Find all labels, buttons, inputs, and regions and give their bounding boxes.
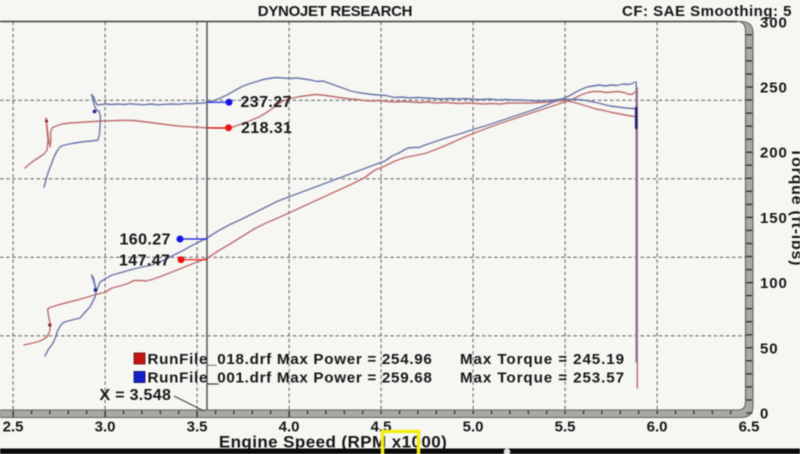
svg-text:147.47: 147.47 <box>119 253 170 270</box>
svg-text:DYNOJET RESEARCH: DYNOJET RESEARCH <box>258 3 412 20</box>
svg-text:250: 250 <box>760 80 788 97</box>
svg-text:150: 150 <box>760 210 788 227</box>
svg-text:3.0: 3.0 <box>95 419 116 436</box>
svg-text:5.0: 5.0 <box>463 419 484 436</box>
svg-text:4.0: 4.0 <box>279 419 300 436</box>
svg-text:0: 0 <box>760 406 769 423</box>
svg-text:Max Torque = 253.57: Max Torque = 253.57 <box>460 370 625 387</box>
svg-text:RunFile_001.drf Max Power = 25: RunFile_001.drf Max Power = 259.68 <box>148 370 433 387</box>
svg-text:160.27: 160.27 <box>120 232 171 249</box>
svg-text:6.0: 6.0 <box>647 419 668 436</box>
svg-text:Torque (ft-lbs): Torque (ft-lbs) <box>788 148 800 266</box>
svg-text:3.5: 3.5 <box>187 419 208 436</box>
svg-text:Engine Speed (RPM x1000): Engine Speed (RPM x1000) <box>219 433 447 452</box>
svg-text:2.5: 2.5 <box>3 419 24 436</box>
svg-text:X = 3.548: X = 3.548 <box>100 387 172 404</box>
svg-text:5.5: 5.5 <box>555 419 576 436</box>
svg-text:6.5: 6.5 <box>739 419 760 436</box>
svg-text:237.27: 237.27 <box>241 94 292 111</box>
svg-text:CF: SAE Smoothing: 5: CF: SAE Smoothing: 5 <box>622 3 792 20</box>
svg-text:300: 300 <box>760 14 788 31</box>
svg-text:Max Torque = 245.19: Max Torque = 245.19 <box>460 351 625 368</box>
svg-text:100: 100 <box>760 275 788 292</box>
svg-text:200: 200 <box>760 145 788 162</box>
svg-text:218.31: 218.31 <box>241 120 292 137</box>
svg-text:RunFile_018.drf Max Power = 25: RunFile_018.drf Max Power = 254.96 <box>148 351 433 368</box>
svg-text:50: 50 <box>760 340 779 357</box>
